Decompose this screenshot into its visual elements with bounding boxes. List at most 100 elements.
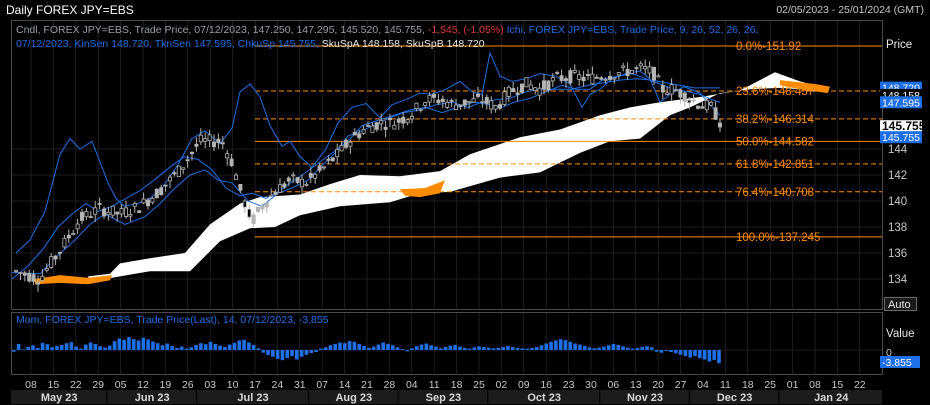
momentum-bar [194, 344, 198, 350]
momentum-bar [530, 347, 534, 350]
candle-body [559, 75, 564, 81]
candle-body [13, 270, 18, 272]
momentum-bar [64, 343, 69, 350]
ichimoku-values: 07/12/2023, KinSen 148.720, TknSen 147.5… [16, 38, 319, 50]
momentum-bar [395, 347, 400, 350]
candle-body [286, 177, 291, 182]
candle-body [40, 275, 45, 281]
momentum-bar [534, 346, 539, 350]
candle-body [581, 76, 586, 82]
candle-body [137, 210, 142, 213]
momentum-bar [482, 346, 486, 350]
momentum-bar [458, 346, 462, 350]
momentum-bar [227, 344, 232, 350]
candle-body [282, 183, 287, 188]
cloud-bullish [88, 72, 815, 282]
momentum-bar [462, 347, 467, 350]
momentum-bar [573, 343, 577, 350]
date-range: 02/05/2023 - 25/01/2024 (GMT) [776, 4, 924, 16]
candle-body [502, 91, 507, 105]
momentum-bar [271, 350, 275, 357]
candle-body [36, 282, 41, 285]
candle-body [49, 256, 54, 268]
candle-body [102, 208, 107, 217]
chart-title: Daily FOREX JPY=EBS [6, 3, 134, 17]
momentum-bar [544, 343, 549, 350]
candle-body [704, 100, 709, 111]
cloud-bearish [35, 275, 112, 285]
candle-body [225, 153, 230, 159]
momentum-bar [218, 345, 222, 350]
momentum-bar [141, 337, 146, 350]
momentum-bar [405, 350, 409, 352]
month-band [197, 390, 308, 404]
candle-body [181, 167, 186, 170]
fib-percent: 0.0% [736, 41, 762, 53]
candle-body [665, 92, 670, 95]
momentum-bar [698, 350, 702, 359]
momentum-bar [256, 348, 261, 350]
candle-body [31, 274, 36, 282]
momentum-bar [616, 344, 621, 350]
momentum-bar [386, 343, 390, 350]
momentum-bar [352, 341, 357, 350]
candle-body [418, 108, 423, 111]
momentum-bar [26, 346, 30, 350]
x-tick-label: 13 [630, 379, 642, 391]
candle-body [335, 149, 340, 157]
candle-body [321, 166, 326, 169]
momentum-bar [674, 350, 678, 354]
momentum-bar [414, 346, 419, 350]
momentum-bar [107, 345, 112, 350]
fib-price: -146.314 [769, 114, 815, 126]
momentum-bar [367, 347, 371, 350]
fib-level-label: 23.6%-148.457 [736, 86, 814, 98]
momentum-bar [136, 340, 141, 350]
x-tick-label: 26 [182, 379, 194, 391]
momentum-bar [371, 346, 376, 350]
candle-body [493, 105, 498, 110]
momentum-bar [208, 341, 213, 350]
momentum-bar [170, 345, 174, 350]
candle-body [299, 178, 304, 188]
x-tick-label: 14 [339, 379, 351, 391]
candle-body [357, 133, 362, 139]
x-tick-label: 25 [473, 379, 485, 391]
auto-scale-button[interactable] [884, 297, 917, 311]
momentum-bar [122, 339, 126, 350]
fib-level-label: 0.0%-151.92 [736, 41, 801, 53]
candle-body [542, 80, 547, 90]
ichimoku-legend: Ichi, FOREX JPY=EBS, Trade Price, 9, 26,… [507, 24, 759, 36]
momentum-bar [242, 339, 246, 350]
momentum-bar [549, 341, 553, 350]
x-tick-label: 07 [316, 379, 328, 391]
x-tick-label: 05 [115, 379, 127, 391]
candle-body [330, 157, 335, 162]
candle-body [669, 84, 674, 95]
x-tick-label: 29 [92, 379, 104, 391]
candle-body [295, 177, 300, 183]
x-tick-label: 20 [652, 379, 664, 391]
candle-body [586, 74, 591, 76]
momentum-bar [112, 341, 117, 350]
candle-body [713, 107, 718, 120]
fib-price: -148.457 [769, 86, 814, 98]
candle-body [546, 80, 551, 91]
month-band [779, 390, 882, 404]
candle-body [392, 124, 397, 130]
x-tick-label: 17 [249, 379, 261, 391]
candle-body [555, 72, 560, 74]
fib-percent: 50.0% [736, 136, 769, 148]
candle-body [453, 104, 458, 110]
candle-body [511, 88, 516, 92]
month-label: Dec 23 [717, 392, 752, 404]
candle-body [343, 139, 348, 148]
month-label: Jan 24 [814, 392, 849, 404]
price-tick-label: 134 [888, 274, 908, 286]
candle-body [66, 234, 71, 239]
momentum-bar [31, 345, 35, 350]
momentum-bar [683, 350, 688, 357]
x-tick-label: 21 [361, 379, 373, 391]
momentum-bar [295, 350, 299, 360]
momentum-value-marker [880, 356, 920, 368]
